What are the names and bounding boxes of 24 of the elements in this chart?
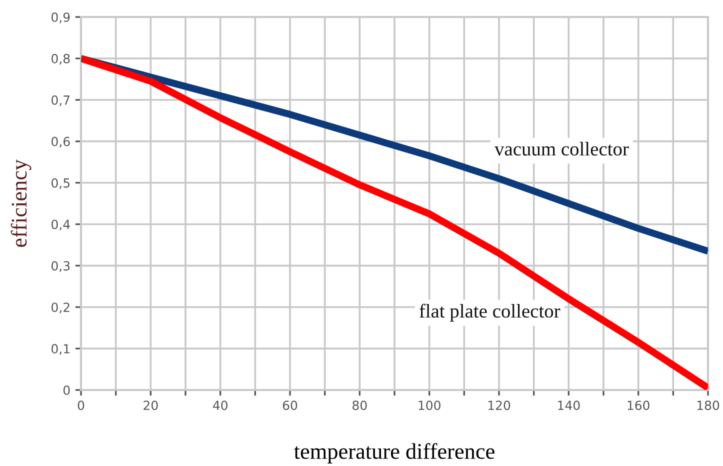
x-tick-label: 20 [144,400,158,410]
series-label: vacuum collector [494,142,629,156]
x-tick-label: 100 [418,400,440,410]
x-tick-label: 140 [558,400,580,410]
x-tick-label: 0 [78,400,84,410]
y-tick-label: 0,9 [52,12,70,24]
y-tick-label: 0,4 [52,220,70,230]
x-tick-label: 160 [628,400,650,410]
x-tick-label: 80 [352,400,367,410]
y-tick-label: 0,8 [52,54,70,65]
x-axis-title: temperature difference [294,443,494,464]
y-tick-label: 0 [63,385,70,395]
y-tick-label: 0,1 [52,344,70,355]
y-tick-label: 0,7 [52,95,70,106]
x-tick-label: 180 [697,400,720,410]
y-tick-label: 0,5 [52,178,70,189]
y-tick-label: 0,2 [52,302,70,314]
x-tick-label: 40 [212,400,228,410]
x-tick-label: 60 [282,400,298,410]
x-tick-label: 120 [488,400,510,410]
y-tick-label: 0,6 [52,136,70,148]
y-axis-title: efficiency [10,159,32,247]
y-tick-label: 0,3 [52,261,70,272]
series-label: flat plate collector [419,304,560,322]
